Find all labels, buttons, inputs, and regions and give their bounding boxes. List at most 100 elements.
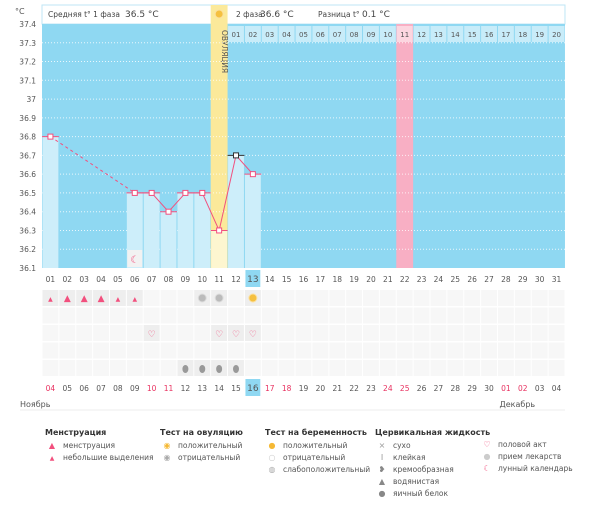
phase2-label: 2 фаза	[236, 10, 263, 19]
calendar-date: 17	[265, 384, 275, 393]
cycle-day-cell	[447, 26, 464, 42]
phase2-value: 36.6 °C	[260, 10, 294, 20]
symptom-cell	[278, 342, 295, 359]
day-label: 17	[316, 275, 326, 284]
day-label: 03	[79, 275, 89, 284]
cycle-day-cell	[430, 26, 447, 42]
symptom-cell	[329, 290, 346, 306]
spotting-icon: ▲	[48, 296, 53, 303]
symptom-cell	[497, 290, 514, 306]
spotting-icon: ▲	[132, 296, 137, 303]
symptom-cell	[396, 325, 413, 341]
cycle-day-cell	[413, 26, 430, 42]
symptom-cell	[396, 360, 413, 376]
cycle-day-cell	[295, 26, 312, 42]
symptom-cell	[514, 325, 531, 341]
symptom-cell	[244, 342, 261, 359]
symptom-cell	[278, 290, 295, 306]
menstruation-cell	[93, 290, 109, 306]
cycle-day-cell	[363, 26, 379, 42]
menstruation-cell	[126, 290, 143, 306]
symptom-cell	[531, 360, 548, 376]
calendar-date: 08	[113, 384, 123, 393]
symptom-cell	[244, 307, 261, 324]
symptom-cell	[261, 360, 278, 376]
ovulation-positive-icon	[248, 293, 258, 303]
cycle-day-cell	[548, 26, 565, 42]
cycle-day-cell	[312, 26, 329, 42]
calendar-date: 13	[197, 384, 207, 393]
symptom-cell	[42, 307, 59, 324]
legend-label: лунный календарь	[498, 464, 573, 473]
day-label: 08	[164, 275, 174, 284]
today-cell	[245, 379, 261, 396]
calendar-date: 09	[130, 384, 140, 393]
menstruation-icon: ▲	[98, 294, 105, 304]
y-tick-label: 36.8	[19, 133, 36, 142]
symptom-cell	[346, 325, 363, 341]
symptom-cell	[109, 342, 126, 359]
symptom-cell	[531, 307, 548, 324]
cycle-day-cell	[497, 26, 514, 42]
day-label: 05	[113, 275, 123, 284]
y-tick-label: 36.1	[19, 264, 36, 273]
day-label: 21	[383, 275, 393, 284]
cycle-day-label: 20	[552, 31, 561, 39]
month-label: Декабрь	[499, 400, 535, 409]
calendar-date: 18	[282, 384, 292, 393]
legend-title: Цервикальная жидкость	[375, 428, 491, 437]
day-label: 10	[197, 275, 207, 284]
cycle-day-cell	[481, 26, 497, 42]
pregnancy-weak-icon: ◍	[268, 465, 276, 474]
symptom-cell	[497, 307, 514, 324]
symptom-cell	[548, 360, 565, 376]
day-label: 11	[214, 275, 224, 284]
cycle-day-cell	[346, 26, 363, 42]
y-tick-label: 37.1	[19, 76, 36, 85]
creamy-icon: ❥	[378, 465, 386, 474]
legend-label: небольшие выделения	[63, 453, 154, 462]
heart-icon: ♡	[232, 330, 240, 340]
symptom-cell	[430, 325, 447, 341]
symptom-cell	[379, 325, 396, 341]
menstruation-icon: ▲	[81, 294, 88, 304]
calendar-date: 29	[467, 384, 477, 393]
symptom-cell	[447, 360, 464, 376]
calendar-date: 27	[434, 384, 444, 393]
day-label: 02	[63, 275, 73, 284]
legend-other: ♡ половой акт ● прием лекарств ☾ лунный кал…	[480, 439, 573, 475]
cycle-day-cell	[261, 26, 278, 42]
day-label: 04	[96, 275, 106, 284]
symptom-cell	[76, 342, 93, 359]
temperature-point	[199, 189, 206, 196]
calendar-date: 16	[247, 384, 259, 394]
day-label: 07	[147, 275, 157, 284]
legend-label: яичный белок	[393, 489, 449, 498]
symptom-cell	[93, 307, 109, 324]
symptom-cell	[481, 360, 497, 376]
symptom-cell	[464, 307, 481, 324]
day-label: 28	[501, 275, 511, 284]
diff-label: Разница t°	[318, 10, 360, 19]
day-label: 26	[467, 275, 477, 284]
symptom-cell	[329, 307, 346, 324]
legend-pregnancy-test: Тест на беременность ● положительный ○ отр…	[265, 428, 370, 476]
symptom-cell	[126, 325, 143, 341]
cycle-day-label: 02	[248, 31, 257, 39]
symptom-cell	[93, 360, 109, 376]
day-label: 12	[231, 275, 241, 284]
symptom-cell	[295, 307, 312, 324]
phase1-label: Средняя t° 1 фаза	[48, 10, 120, 19]
month-label: Ноябрь	[20, 400, 51, 409]
symptom-cell	[228, 307, 244, 324]
temperature-point	[249, 171, 256, 178]
calendar-date: 26	[417, 384, 427, 393]
cycle-day-cell	[379, 26, 396, 42]
calendar-date: 04	[46, 384, 56, 393]
moon-icon: ☾	[130, 255, 139, 266]
symptom-cell	[413, 360, 430, 376]
symptom-cell	[447, 290, 464, 306]
calendar-date: 04	[552, 384, 562, 393]
legend-label: слабоположительный	[283, 465, 371, 474]
y-tick-label: 37.4	[19, 20, 36, 29]
